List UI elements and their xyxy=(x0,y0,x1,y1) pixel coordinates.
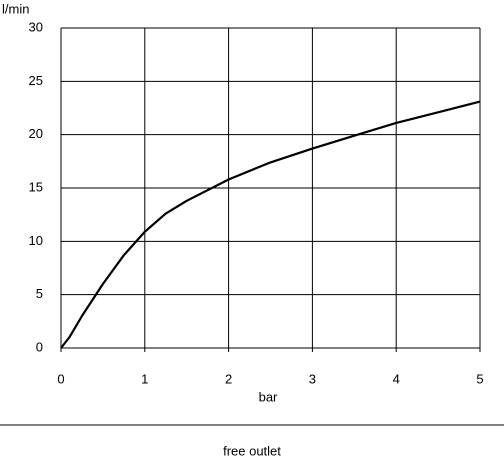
x-tick-label: 2 xyxy=(225,371,232,386)
y-tick-label: 30 xyxy=(29,19,43,34)
x-tick-label: 1 xyxy=(141,371,148,386)
x-tick-label: 5 xyxy=(476,371,483,386)
x-tick-label: 0 xyxy=(57,371,64,386)
y-axis-label: l/min xyxy=(2,1,29,16)
x-tick-label: 4 xyxy=(393,371,400,386)
y-tick-label: 10 xyxy=(29,233,43,248)
x-tick-label: 3 xyxy=(309,371,316,386)
caption: free outlet xyxy=(223,443,281,458)
y-tick-label: 15 xyxy=(29,179,43,194)
x-axis-label: bar xyxy=(259,389,278,404)
y-tick-label: 5 xyxy=(36,286,43,301)
y-tick-label: 25 xyxy=(29,73,43,88)
y-tick-label: 20 xyxy=(29,126,43,141)
data-line xyxy=(60,100,481,349)
y-tick-label: 0 xyxy=(36,339,43,354)
